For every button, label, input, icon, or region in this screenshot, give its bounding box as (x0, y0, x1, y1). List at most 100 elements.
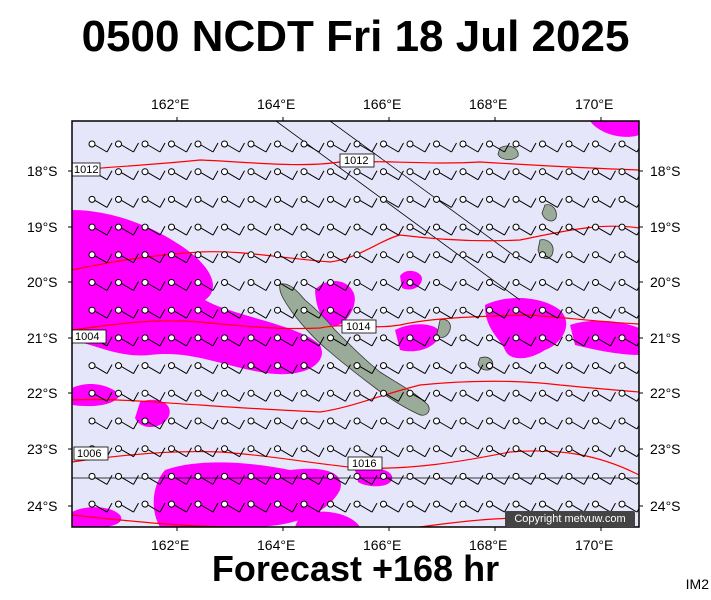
wind-barb (327, 417, 351, 430)
wind-barb (565, 500, 590, 513)
wind-barb (274, 223, 298, 236)
wind-barb (592, 223, 616, 236)
wind-barb (618, 223, 639, 236)
wind-barb (168, 472, 192, 485)
wind-barb (115, 279, 139, 291)
wind-barb (300, 195, 325, 208)
wind-barb (221, 223, 245, 236)
wind-barb (247, 334, 272, 347)
wind-barb (141, 251, 166, 264)
wind-barb (300, 389, 325, 402)
wind-barb (274, 195, 298, 208)
isobar-1012-b (72, 225, 639, 271)
wind-barb (592, 362, 616, 375)
wind-barb (380, 389, 404, 402)
wind-barb (539, 472, 563, 485)
wind-barb (327, 279, 351, 291)
wind-barb (565, 279, 590, 291)
wind-barb (380, 500, 404, 513)
wind-barb (115, 306, 139, 319)
wind-barb (115, 223, 139, 236)
wind-barb (300, 500, 325, 513)
wind-barb (221, 445, 245, 458)
wind-barb (512, 279, 537, 291)
wind-barb (565, 362, 590, 375)
wind-barb (565, 195, 590, 208)
wind-barb (88, 472, 113, 485)
isobar-label-1016: 1016 (352, 458, 376, 470)
wind-barb (247, 195, 272, 208)
x-tick-label-164: 164°E (257, 96, 296, 112)
y-tick-label-18: 18°S (27, 163, 58, 179)
wind-barb (247, 306, 272, 319)
x-tick-label-166: 166°E (363, 96, 402, 112)
wind-barb (433, 168, 457, 181)
wind-barb (115, 417, 139, 430)
wind-barb (433, 500, 457, 513)
wind-barb (512, 334, 537, 347)
wind-barb (88, 140, 113, 153)
isobar-label-1012: 1012 (344, 155, 368, 167)
wind-barb (247, 445, 272, 458)
wind-barb (486, 279, 510, 291)
x-tick-label-162: 162°E (151, 96, 190, 112)
wind-barb (247, 362, 272, 375)
wind-barb (141, 472, 166, 485)
wind-barb (486, 140, 510, 153)
wind-barb (512, 417, 537, 430)
wind-barb (406, 195, 431, 208)
wind-barb (300, 140, 325, 153)
wind-barb (486, 389, 510, 402)
wind-barb (247, 279, 272, 291)
wind-barb (380, 306, 404, 319)
isobar-1004 (72, 380, 639, 413)
wind-barb (194, 306, 219, 319)
wind-barb (592, 306, 616, 319)
wind-barb (618, 445, 639, 458)
wind-barb (459, 472, 484, 485)
wind-barb (274, 500, 298, 513)
wind-barb (406, 334, 431, 347)
axis-ticks (68, 117, 643, 531)
wind-barb (486, 195, 510, 208)
wind-barb (88, 389, 113, 402)
wind-barb (406, 140, 431, 153)
wind-barb (406, 362, 431, 375)
wind-barb (141, 389, 166, 402)
wind-barb (539, 168, 563, 181)
map-frame (71, 120, 640, 528)
wind-barb (512, 140, 537, 153)
wind-barb (327, 445, 351, 458)
wind-barb (618, 334, 639, 347)
wind-barb (486, 362, 510, 375)
wind-barb (168, 500, 192, 513)
wind-barb (512, 472, 537, 485)
wind-barb (194, 334, 219, 347)
wind-barb (459, 251, 484, 264)
y-tick-label-23: 23°S (27, 441, 58, 457)
wind-barb (353, 306, 378, 319)
wind-barb (592, 195, 616, 208)
wind-barb (618, 417, 639, 430)
wind-barb (512, 500, 537, 513)
wind-barb (406, 500, 431, 513)
wind-barb (115, 334, 139, 347)
wind-barb (274, 389, 298, 402)
page-title: 0500 NCDT Fri 18 Jul 2025 (81, 12, 630, 61)
wind-barb (618, 251, 639, 264)
wind-barb (115, 140, 139, 153)
wind-barb (194, 389, 219, 402)
wind-barb (406, 306, 431, 319)
wind-barb (221, 362, 245, 375)
wind-barb (247, 223, 272, 236)
wind-barb (168, 168, 192, 181)
isobar-label-1006: 1006 (77, 448, 101, 460)
wind-barb (539, 140, 563, 153)
y-tick-label-22-right: 22°S (650, 385, 681, 401)
wind-barb (353, 279, 378, 291)
wind-barb (618, 306, 639, 319)
wind-barb (221, 168, 245, 181)
wind-barb (353, 362, 378, 375)
y-tick-label-19: 19°S (27, 219, 58, 235)
